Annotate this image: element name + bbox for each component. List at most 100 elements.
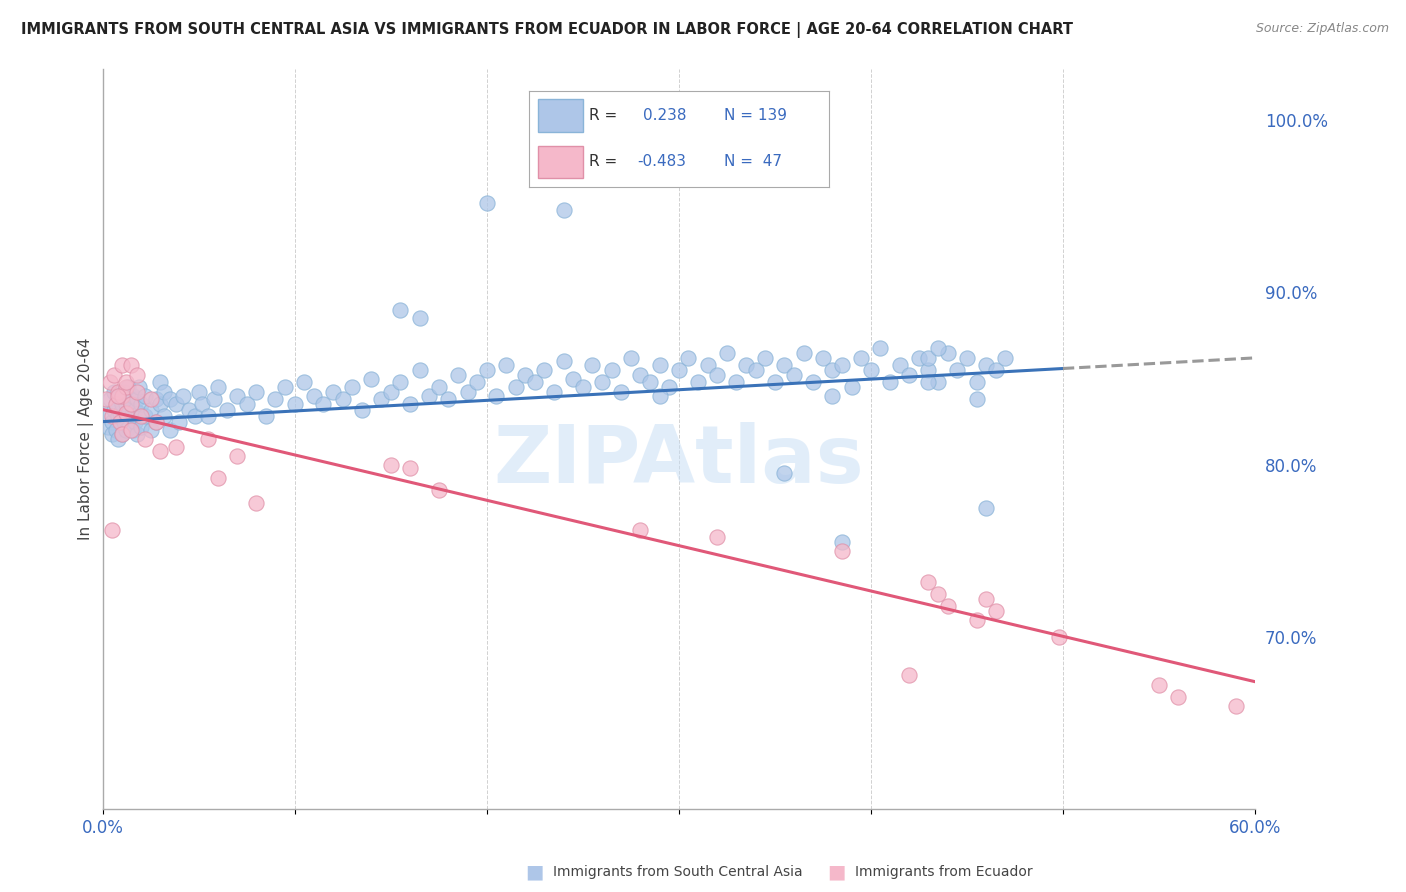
Point	[543, 385, 565, 400]
Point	[165, 397, 187, 411]
Point	[754, 351, 776, 365]
Point	[128, 406, 150, 420]
Point	[103, 385, 125, 400]
Point	[475, 195, 498, 210]
Point	[427, 483, 450, 498]
Point	[226, 389, 249, 403]
Point	[107, 385, 129, 400]
Point	[966, 375, 988, 389]
Point	[783, 368, 806, 383]
Point	[153, 409, 176, 424]
Point	[889, 358, 911, 372]
Text: Immigrants from South Central Asia: Immigrants from South Central Asia	[553, 865, 803, 880]
Point	[114, 397, 136, 411]
Point	[1047, 630, 1070, 644]
Point	[226, 449, 249, 463]
Point	[668, 363, 690, 377]
Point	[389, 375, 412, 389]
Point	[408, 311, 430, 326]
Point	[149, 397, 172, 411]
Point	[103, 402, 125, 417]
Point	[571, 380, 593, 394]
Point	[127, 392, 149, 407]
Point	[101, 409, 124, 424]
Point	[202, 392, 225, 407]
Point	[254, 409, 277, 424]
Point	[658, 380, 681, 394]
Point	[360, 371, 382, 385]
Point	[207, 380, 229, 394]
Point	[350, 402, 373, 417]
Point	[96, 406, 118, 420]
Point	[114, 423, 136, 437]
Point	[956, 351, 979, 365]
Point	[946, 363, 969, 377]
Point	[112, 415, 135, 429]
Point	[127, 426, 149, 441]
Point	[370, 392, 392, 407]
Point	[120, 397, 142, 411]
Point	[851, 351, 873, 365]
Point	[134, 389, 156, 403]
Point	[108, 389, 131, 403]
Point	[217, 402, 239, 417]
Point	[427, 380, 450, 394]
Point	[706, 530, 728, 544]
Point	[908, 351, 931, 365]
Point	[773, 358, 796, 372]
Point	[763, 375, 786, 389]
Point	[505, 380, 527, 394]
Point	[111, 358, 134, 372]
Point	[821, 363, 844, 377]
Text: Immigrants from Ecuador: Immigrants from Ecuador	[855, 865, 1032, 880]
Point	[322, 385, 344, 400]
Text: ZIPAtlas: ZIPAtlas	[494, 422, 865, 500]
Point	[380, 385, 402, 400]
Point	[831, 358, 853, 372]
Point	[648, 389, 671, 403]
Point	[475, 363, 498, 377]
Point	[117, 406, 139, 420]
Point	[793, 345, 815, 359]
Point	[628, 368, 651, 383]
Point	[974, 592, 997, 607]
Point	[917, 363, 939, 377]
Point	[177, 402, 200, 417]
Point	[114, 380, 136, 394]
Point	[245, 495, 267, 509]
Point	[118, 392, 141, 407]
Point	[553, 202, 575, 217]
Point	[139, 402, 162, 417]
Point	[122, 423, 145, 437]
Point	[927, 375, 949, 389]
Text: Source: ZipAtlas.com: Source: ZipAtlas.com	[1256, 22, 1389, 36]
Point	[917, 375, 939, 389]
Point	[184, 409, 207, 424]
Point	[801, 375, 824, 389]
Point	[127, 368, 149, 383]
Point	[122, 389, 145, 403]
Point	[127, 385, 149, 400]
Point	[821, 389, 844, 403]
Point	[399, 397, 422, 411]
Point	[620, 351, 643, 365]
Point	[96, 392, 118, 407]
Point	[523, 375, 546, 389]
Point	[111, 397, 134, 411]
Point	[811, 351, 834, 365]
Point	[124, 415, 146, 429]
Point	[591, 375, 613, 389]
Point	[399, 461, 422, 475]
Point	[457, 385, 479, 400]
Point	[966, 613, 988, 627]
Text: IMMIGRANTS FROM SOUTH CENTRAL ASIA VS IMMIGRANTS FROM ECUADOR IN LABOR FORCE | A: IMMIGRANTS FROM SOUTH CENTRAL ASIA VS IM…	[21, 22, 1073, 38]
Point	[966, 392, 988, 407]
Point	[706, 368, 728, 383]
Point	[118, 419, 141, 434]
Text: ■: ■	[827, 863, 846, 882]
Point	[408, 363, 430, 377]
Point	[859, 363, 882, 377]
Point	[139, 392, 162, 407]
Point	[917, 574, 939, 589]
Point	[124, 402, 146, 417]
